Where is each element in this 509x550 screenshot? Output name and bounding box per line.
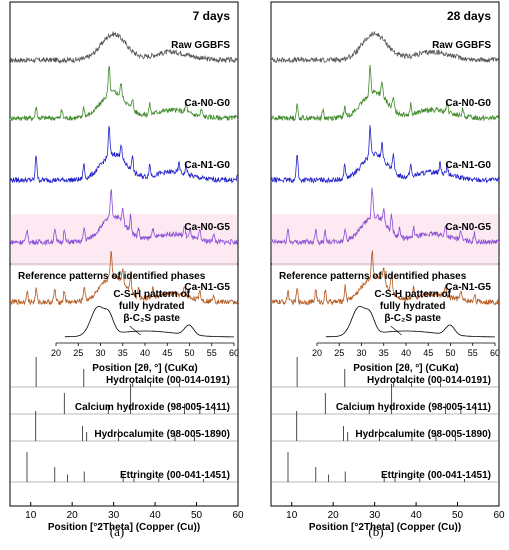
reference-label: Hydrocalumite (98-005-1890) xyxy=(94,429,230,440)
reference-label: Calcium hydroxide (98-005-1411) xyxy=(75,402,230,413)
pattern-line xyxy=(9,189,239,246)
panel-caption-a: (a) xyxy=(109,524,125,539)
csh-label: C-S-H pattern of xyxy=(113,289,190,300)
csh-pointer xyxy=(390,325,402,336)
pattern-line xyxy=(9,126,239,184)
reference-label: Hydrotalcite (00-014-0191) xyxy=(367,375,491,386)
csh-tick-label: 30 xyxy=(95,348,105,358)
x-tick-label: 30 xyxy=(369,510,381,521)
csh-tick-label: 45 xyxy=(423,348,433,358)
plot-frame xyxy=(9,1,239,507)
reference-heading: Reference patterns of identified phases xyxy=(279,271,467,282)
csh-tick-label: 40 xyxy=(140,348,150,358)
csh-tick-label: 60 xyxy=(229,348,239,358)
csh-tick-label: 60 xyxy=(490,348,500,358)
x-axis-label: Position [°2Theta] (Copper (Cu)) xyxy=(48,522,200,533)
csh-tick-label: 50 xyxy=(445,348,455,358)
series-label: Ca-N1-G5 xyxy=(184,282,230,293)
pattern-line xyxy=(9,250,239,306)
csh-tick-label: 35 xyxy=(379,348,389,358)
csh-label: fully hydrated xyxy=(119,301,185,312)
csh-xlabel: Position [2θ, °] (CuKα) xyxy=(92,363,198,374)
plot-frame xyxy=(270,1,500,507)
panel-b: 28 days Raw GGBFS Ca-N0-G0 Ca-N1-G0 Ca-N0-G5… xyxy=(270,1,505,533)
series-label: Ca-N1-G5 xyxy=(445,282,491,293)
csh-tick-label: 50 xyxy=(184,348,194,358)
csh-tick-label: 55 xyxy=(207,348,217,358)
x-tick-label: 60 xyxy=(493,510,505,521)
csh-tick-label: 30 xyxy=(356,348,366,358)
reference-label: Calcium hydroxide (98-005-1411) xyxy=(336,402,491,413)
csh-tick-label: 25 xyxy=(73,348,83,358)
series-label: Ca-N1-G0 xyxy=(184,160,230,171)
csh-tick-label: 25 xyxy=(334,348,344,358)
csh-tick-label: 55 xyxy=(468,348,478,358)
csh-tick-label: 20 xyxy=(312,348,322,358)
csh-xlabel: Position [2θ, °] (CuKα) xyxy=(353,363,459,374)
panel-title: 28 days xyxy=(447,9,491,23)
csh-pointer xyxy=(129,325,141,336)
csh-pattern-line xyxy=(64,306,234,338)
csh-label: β-C₂S paste xyxy=(123,313,180,324)
x-tick-label: 50 xyxy=(452,510,464,521)
csh-label: fully hydrated xyxy=(380,301,446,312)
x-axis-label: Position [°2Theta] (Copper (Cu)) xyxy=(309,522,461,533)
pattern-line xyxy=(9,31,239,64)
x-tick-label: 60 xyxy=(232,510,244,521)
reference-label: Ettringite (00-041-1451) xyxy=(381,470,491,481)
reference-label: Hydrotalcite (00-014-0191) xyxy=(106,375,230,386)
x-tick-label: 10 xyxy=(286,510,298,521)
x-tick-label: 40 xyxy=(150,510,162,521)
x-tick-label: 30 xyxy=(108,510,120,521)
pattern-line xyxy=(270,249,500,306)
series-label: Ca-N0-G0 xyxy=(445,98,491,109)
reference-label: Hydrocalumite (98-005-1890) xyxy=(355,429,491,440)
panel-title: 7 days xyxy=(193,9,231,23)
pattern-line xyxy=(270,187,500,247)
panel-caption-b: (b) xyxy=(368,524,384,539)
reference-label: Ettringite (00-041-1451) xyxy=(120,470,230,481)
csh-tick-label: 40 xyxy=(401,348,411,358)
series-label: Ca-N0-G5 xyxy=(445,222,491,233)
csh-pattern-line xyxy=(325,306,495,338)
pattern-line xyxy=(270,124,500,184)
g5-shading xyxy=(272,214,498,266)
csh-tick-label: 20 xyxy=(51,348,61,358)
csh-tick-label: 35 xyxy=(118,348,128,358)
csh-label: C-S-H pattern of xyxy=(374,289,451,300)
series-label: Ca-N1-G0 xyxy=(445,160,491,171)
series-label: Ca-N0-G0 xyxy=(184,98,230,109)
x-tick-label: 40 xyxy=(411,510,423,521)
reference-heading: Reference patterns of identified phases xyxy=(18,271,206,282)
series-label: Raw GGBFS xyxy=(171,40,230,51)
x-tick-label: 50 xyxy=(191,510,203,521)
panel-a: 7 days Raw GGBFS Ca-N0-G0 Ca-N1-G0 Ca-N0-G5 C… xyxy=(9,1,244,533)
pattern-line xyxy=(270,64,500,122)
x-tick-label: 20 xyxy=(328,510,340,521)
x-tick-label: 20 xyxy=(67,510,79,521)
pattern-line xyxy=(270,31,500,64)
series-label: Raw GGBFS xyxy=(432,40,491,51)
csh-tick-label: 45 xyxy=(162,348,172,358)
csh-label: β-C₂S paste xyxy=(384,313,441,324)
series-label: Ca-N0-G5 xyxy=(184,222,230,233)
pattern-line xyxy=(9,66,239,122)
x-tick-label: 10 xyxy=(25,510,37,521)
